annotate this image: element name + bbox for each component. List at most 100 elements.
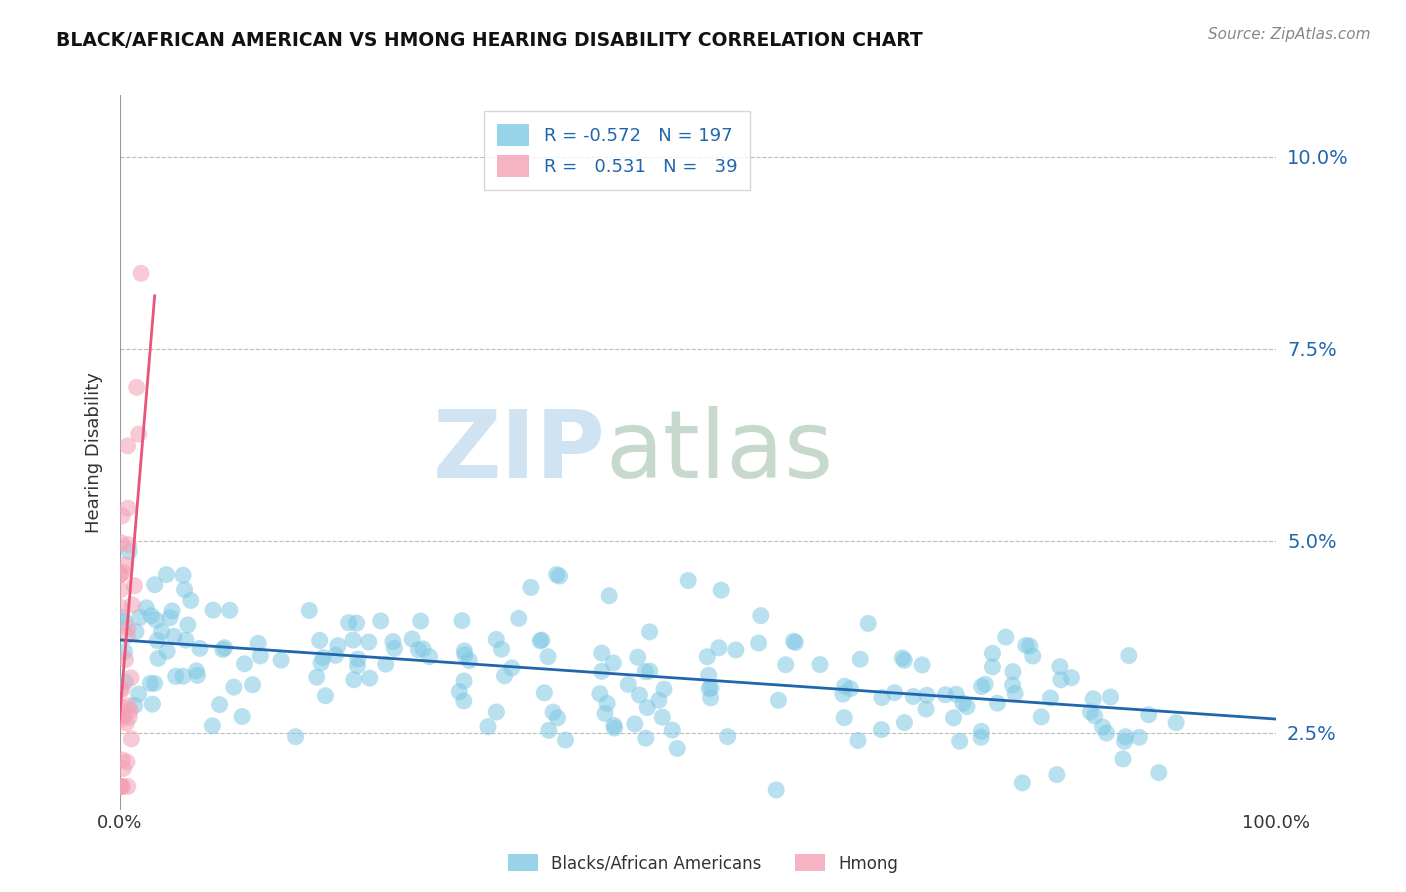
Point	[110, 682, 132, 697]
Point	[547, 711, 569, 725]
Point	[121, 598, 143, 612]
Point	[1084, 709, 1107, 723]
Point	[128, 427, 150, 442]
Point	[108, 780, 131, 794]
Point	[634, 665, 657, 679]
Point	[110, 567, 132, 582]
Point	[1118, 648, 1140, 663]
Point	[834, 679, 856, 693]
Point	[915, 702, 938, 716]
Point	[485, 632, 508, 647]
Point	[120, 703, 142, 717]
Point	[242, 678, 264, 692]
Point	[449, 684, 471, 698]
Point	[1050, 673, 1073, 687]
Point	[596, 697, 619, 711]
Point	[110, 780, 132, 794]
Point	[186, 664, 208, 678]
Point	[603, 721, 626, 735]
Point	[409, 614, 432, 628]
Point	[145, 613, 167, 627]
Point	[129, 266, 152, 280]
Point	[114, 615, 136, 629]
Point	[724, 643, 747, 657]
Point	[129, 610, 152, 624]
Point	[934, 688, 956, 702]
Point	[382, 634, 405, 648]
Point	[956, 699, 979, 714]
Point	[1137, 707, 1160, 722]
Point	[651, 710, 673, 724]
Point	[970, 680, 993, 694]
Point	[370, 614, 392, 628]
Point	[1060, 671, 1083, 685]
Point	[1001, 665, 1024, 679]
Point	[893, 653, 915, 667]
Point	[696, 649, 718, 664]
Point	[453, 644, 475, 658]
Point	[115, 755, 138, 769]
Point	[346, 616, 368, 631]
Point	[981, 646, 1004, 660]
Point	[627, 650, 650, 665]
Point	[155, 567, 177, 582]
Point	[128, 687, 150, 701]
Point	[676, 574, 699, 588]
Point	[110, 536, 132, 550]
Point	[117, 439, 139, 453]
Point	[108, 568, 131, 582]
Point	[111, 566, 134, 580]
Point	[118, 544, 141, 558]
Point	[520, 581, 543, 595]
Text: Source: ZipAtlas.com: Source: ZipAtlas.com	[1208, 27, 1371, 42]
Point	[533, 686, 555, 700]
Point	[1164, 715, 1187, 730]
Point	[454, 648, 477, 662]
Point	[1099, 690, 1122, 704]
Legend: Blacks/African Americans, Hmong: Blacks/African Americans, Hmong	[501, 847, 905, 880]
Point	[636, 700, 658, 714]
Point	[115, 629, 138, 643]
Text: ZIP: ZIP	[433, 407, 606, 499]
Point	[699, 690, 721, 705]
Point	[110, 582, 132, 597]
Point	[589, 687, 612, 701]
Point	[700, 681, 723, 695]
Point	[1031, 710, 1053, 724]
Point	[1128, 731, 1150, 745]
Point	[652, 682, 675, 697]
Point	[337, 615, 360, 630]
Point	[1114, 734, 1136, 748]
Point	[222, 680, 245, 694]
Point	[408, 642, 430, 657]
Point	[233, 657, 256, 671]
Point	[1049, 659, 1071, 673]
Point	[342, 633, 364, 648]
Point	[537, 649, 560, 664]
Point	[124, 579, 146, 593]
Point	[305, 670, 328, 684]
Point	[124, 698, 146, 713]
Point	[501, 661, 523, 675]
Point	[537, 723, 560, 738]
Point	[970, 731, 993, 745]
Point	[749, 608, 772, 623]
Point	[114, 645, 136, 659]
Point	[529, 633, 551, 648]
Point	[1046, 767, 1069, 781]
Point	[117, 621, 139, 635]
Point	[111, 508, 134, 523]
Point	[617, 677, 640, 691]
Point	[117, 780, 139, 794]
Point	[156, 644, 179, 658]
Point	[139, 676, 162, 690]
Point	[357, 635, 380, 649]
Point	[849, 652, 872, 666]
Point	[114, 558, 136, 572]
Point	[284, 730, 307, 744]
Point	[494, 669, 516, 683]
Point	[710, 583, 733, 598]
Point	[165, 669, 187, 683]
Point	[112, 708, 135, 723]
Point	[120, 671, 142, 685]
